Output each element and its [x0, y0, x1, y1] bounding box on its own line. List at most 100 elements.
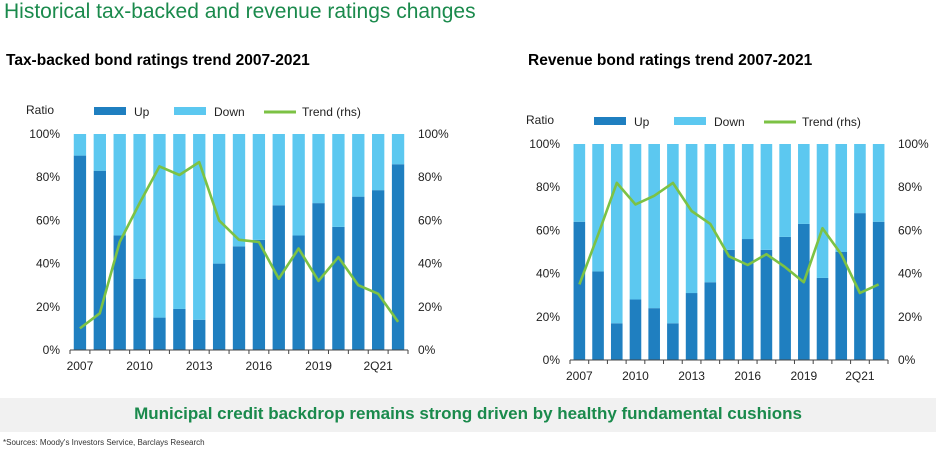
y2-tick-label: 0%: [418, 343, 436, 357]
bar-down: [685, 144, 698, 294]
x-tick-label: 2016: [246, 359, 273, 373]
bar-up: [592, 271, 604, 360]
bar-up: [798, 223, 810, 360]
bar-down: [352, 134, 365, 197]
bar-up: [352, 196, 365, 350]
y2-tick-label: 60%: [898, 223, 922, 237]
bar-down: [798, 144, 810, 224]
bar-down: [723, 144, 735, 250]
x-tick-label: 2007: [67, 359, 94, 373]
bar-up: [685, 293, 698, 360]
bar-down: [332, 134, 345, 227]
bar-down: [212, 134, 226, 264]
bar-up: [667, 323, 679, 360]
legend-swatch-down: [674, 117, 706, 125]
legend-label-down: Down: [714, 115, 745, 129]
y2-tick-label: 20%: [898, 310, 922, 324]
tax-backed-chart: Ratio 0% 20% 40% 60% 80% 100% 0% 20% 40% 60% 80% 100…: [26, 103, 449, 373]
x-tick-label: 2007: [566, 369, 593, 383]
revenue-chart: Ratio 0% 20% 40% 60% 80% 100% 0% 20% 40% 60% 80% 100…: [526, 113, 929, 383]
x-tick-label: 2019: [305, 359, 332, 373]
bar-up: [212, 263, 226, 350]
bar-up: [133, 278, 146, 350]
bar-up: [723, 249, 735, 360]
y-tick-label: 20%: [36, 300, 60, 314]
x-tick-label: 2Q21: [363, 359, 393, 373]
y-tick-label: 80%: [36, 170, 60, 184]
bar-up: [113, 235, 126, 350]
trend-line: [79, 160, 400, 330]
y-axis-label: Ratio: [26, 103, 54, 117]
bar-up: [332, 226, 345, 350]
legend-label-trend: Trend (rhs): [802, 115, 861, 129]
bar-down: [113, 134, 126, 236]
bar-up: [872, 221, 885, 360]
bar-down: [779, 144, 791, 237]
y2-tick-label: 60%: [418, 213, 442, 227]
y-tick-label: 60%: [36, 213, 60, 227]
bar-down: [193, 134, 206, 320]
trend-line: [578, 181, 880, 295]
bar-down: [272, 134, 285, 206]
bar-down: [312, 134, 325, 204]
bar-down: [73, 134, 87, 156]
bar-down: [872, 144, 885, 222]
bar-down: [629, 144, 642, 300]
y-tick-label: 60%: [536, 223, 560, 237]
bar-down: [372, 134, 385, 191]
y2-tick-label: 20%: [418, 300, 442, 314]
bar-up: [252, 239, 266, 350]
bar-down: [232, 134, 246, 247]
bar-down: [252, 134, 266, 240]
bar-down: [760, 144, 773, 250]
y2-tick-label: 0%: [898, 353, 916, 367]
x-tick-label: 2010: [622, 369, 649, 383]
footnote: *Sources: Moody's Investors Service, Bar…: [3, 438, 205, 447]
bar-down: [592, 144, 604, 272]
legend-label-up: Up: [634, 115, 650, 129]
bar-down: [153, 134, 166, 318]
bar-up: [93, 170, 106, 350]
bar-up: [391, 164, 405, 350]
page-title: Historical tax-backed and revenue rating…: [4, 0, 476, 23]
legend-label-trend: Trend (rhs): [302, 105, 361, 119]
bar-down: [610, 144, 623, 324]
bar-up: [835, 252, 848, 360]
bar-up: [854, 213, 866, 360]
legend-label-up: Up: [134, 105, 150, 119]
legend-swatch-up: [594, 117, 626, 125]
chart-title-tax-backed: Tax-backed bond ratings trend 2007-2021: [6, 52, 310, 69]
bar-up: [760, 249, 773, 360]
legend-swatch-up: [94, 107, 126, 115]
bar-up: [292, 235, 305, 350]
bar-up: [816, 277, 829, 360]
bar-up: [372, 190, 385, 350]
y-tick-label: 100%: [29, 127, 60, 141]
bar-down: [704, 144, 717, 283]
bar-up: [704, 282, 717, 360]
banner-text: Municipal credit backdrop remains strong…: [134, 404, 802, 423]
bar-down: [741, 144, 754, 240]
legend-swatch-down: [174, 107, 206, 115]
chart-title-revenue: Revenue bond ratings trend 2007-2021: [528, 52, 813, 69]
bar-down: [835, 144, 848, 252]
bar-up: [610, 323, 623, 360]
y2-tick-label: 40%: [418, 257, 442, 271]
x-tick-label: 2013: [678, 369, 705, 383]
y2-tick-label: 80%: [898, 180, 922, 194]
y-tick-label: 0%: [43, 343, 61, 357]
x-tick-label: 2013: [186, 359, 213, 373]
x-tick-label: 2Q21: [845, 369, 875, 383]
bar-down: [854, 144, 866, 214]
x-tick-label: 2016: [734, 369, 761, 383]
legend-label-down: Down: [214, 105, 245, 119]
bar-down: [648, 144, 660, 309]
bar-up: [779, 236, 791, 360]
y-tick-label: 20%: [536, 310, 560, 324]
bar-up: [741, 239, 754, 360]
x-tick-label: 2019: [790, 369, 817, 383]
y-tick-label: 40%: [36, 257, 60, 271]
bar-up: [153, 317, 166, 350]
y2-tick-label: 80%: [418, 170, 442, 184]
bar-up: [312, 203, 325, 350]
